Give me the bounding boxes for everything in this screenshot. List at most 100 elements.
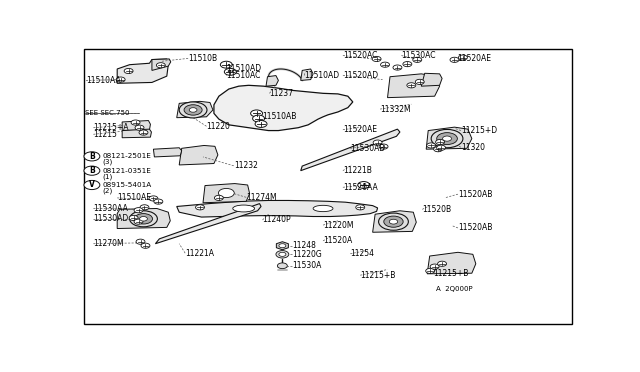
Text: B: B	[89, 152, 95, 161]
Circle shape	[434, 147, 443, 152]
Circle shape	[136, 239, 145, 244]
Text: 11215+B: 11215+B	[360, 271, 396, 280]
Circle shape	[116, 77, 125, 82]
Circle shape	[438, 261, 447, 266]
Circle shape	[140, 217, 147, 221]
Text: (3): (3)	[103, 159, 113, 165]
Text: 11248: 11248	[292, 241, 316, 250]
Polygon shape	[372, 211, 416, 232]
Circle shape	[413, 57, 422, 62]
Text: 11520AD: 11520AD	[343, 71, 378, 80]
Text: 11520B: 11520B	[422, 205, 451, 214]
Text: (2): (2)	[103, 187, 113, 194]
Ellipse shape	[233, 205, 255, 212]
Text: 11520AB: 11520AB	[458, 224, 492, 232]
Circle shape	[450, 57, 459, 62]
Circle shape	[426, 268, 435, 273]
Polygon shape	[177, 101, 213, 118]
Text: 11520AE: 11520AE	[343, 125, 377, 134]
Circle shape	[403, 61, 412, 67]
Polygon shape	[177, 201, 378, 217]
Text: 08121-2501E: 08121-2501E	[103, 153, 152, 159]
Circle shape	[436, 140, 445, 145]
Text: 11215+A: 11215+A	[93, 123, 129, 132]
Text: 11520AE: 11520AE	[457, 54, 491, 64]
Polygon shape	[203, 183, 250, 203]
Polygon shape	[388, 74, 440, 97]
Text: 11510AD: 11510AD	[227, 64, 262, 74]
Polygon shape	[301, 69, 313, 80]
Text: 11530A: 11530A	[292, 261, 322, 270]
Circle shape	[372, 57, 381, 61]
Circle shape	[436, 133, 458, 145]
Circle shape	[179, 102, 207, 118]
Text: 11237: 11237	[269, 89, 294, 98]
Polygon shape	[301, 129, 400, 171]
Text: 08915-5401A: 08915-5401A	[103, 182, 152, 188]
Circle shape	[430, 264, 439, 269]
Circle shape	[134, 219, 143, 224]
Text: A  2Q000P: A 2Q000P	[436, 286, 473, 292]
Text: 11530AD: 11530AD	[93, 214, 129, 223]
Circle shape	[384, 216, 403, 227]
Circle shape	[431, 129, 463, 148]
Circle shape	[427, 143, 436, 148]
Text: 11510AA: 11510AA	[86, 76, 121, 85]
Circle shape	[279, 244, 286, 248]
Circle shape	[84, 180, 100, 190]
Circle shape	[279, 252, 286, 256]
Text: 11220G: 11220G	[292, 250, 322, 259]
Polygon shape	[428, 252, 476, 274]
Polygon shape	[421, 73, 442, 86]
Text: V: V	[89, 180, 95, 189]
Polygon shape	[122, 121, 150, 131]
Circle shape	[134, 214, 152, 224]
Circle shape	[359, 182, 368, 187]
Circle shape	[140, 205, 149, 210]
Text: 11520AC: 11520AC	[343, 51, 377, 60]
Polygon shape	[152, 59, 171, 70]
Text: 11320: 11320	[461, 143, 485, 152]
Circle shape	[129, 215, 138, 221]
Text: 08121-0351E: 08121-0351E	[103, 168, 152, 174]
Text: 11520AA: 11520AA	[343, 183, 378, 192]
Circle shape	[358, 182, 370, 189]
Circle shape	[225, 68, 236, 75]
Polygon shape	[122, 129, 152, 138]
Circle shape	[381, 62, 390, 67]
Text: 11240P: 11240P	[262, 215, 291, 224]
Circle shape	[196, 205, 205, 210]
Circle shape	[141, 243, 150, 248]
Text: 11221B: 11221B	[343, 166, 372, 175]
Polygon shape	[117, 208, 170, 228]
Circle shape	[415, 79, 424, 84]
Circle shape	[139, 130, 148, 135]
Text: B: B	[89, 166, 95, 175]
Circle shape	[218, 189, 234, 198]
Circle shape	[149, 196, 158, 201]
Text: 11221A: 11221A	[185, 248, 214, 258]
Circle shape	[220, 61, 232, 68]
Polygon shape	[214, 85, 353, 131]
Circle shape	[379, 213, 408, 230]
Circle shape	[154, 199, 163, 204]
Circle shape	[129, 211, 157, 227]
Polygon shape	[426, 127, 472, 149]
Text: 11530AC: 11530AC	[401, 51, 436, 60]
Circle shape	[436, 145, 445, 150]
Circle shape	[189, 108, 197, 112]
Circle shape	[379, 144, 388, 149]
Text: 11215+B: 11215+B	[433, 269, 468, 278]
Circle shape	[214, 195, 223, 201]
Circle shape	[184, 105, 202, 115]
Circle shape	[251, 110, 262, 117]
Text: 11530AA: 11530AA	[93, 204, 128, 213]
Circle shape	[134, 208, 143, 213]
Text: SEE SEC.750: SEE SEC.750	[85, 110, 129, 116]
Text: 11274M: 11274M	[246, 193, 276, 202]
Text: 11510AC: 11510AC	[227, 71, 260, 80]
Text: 11510AD: 11510AD	[304, 71, 339, 80]
Text: 11270M: 11270M	[93, 239, 124, 248]
Circle shape	[356, 205, 365, 210]
Circle shape	[255, 121, 267, 128]
